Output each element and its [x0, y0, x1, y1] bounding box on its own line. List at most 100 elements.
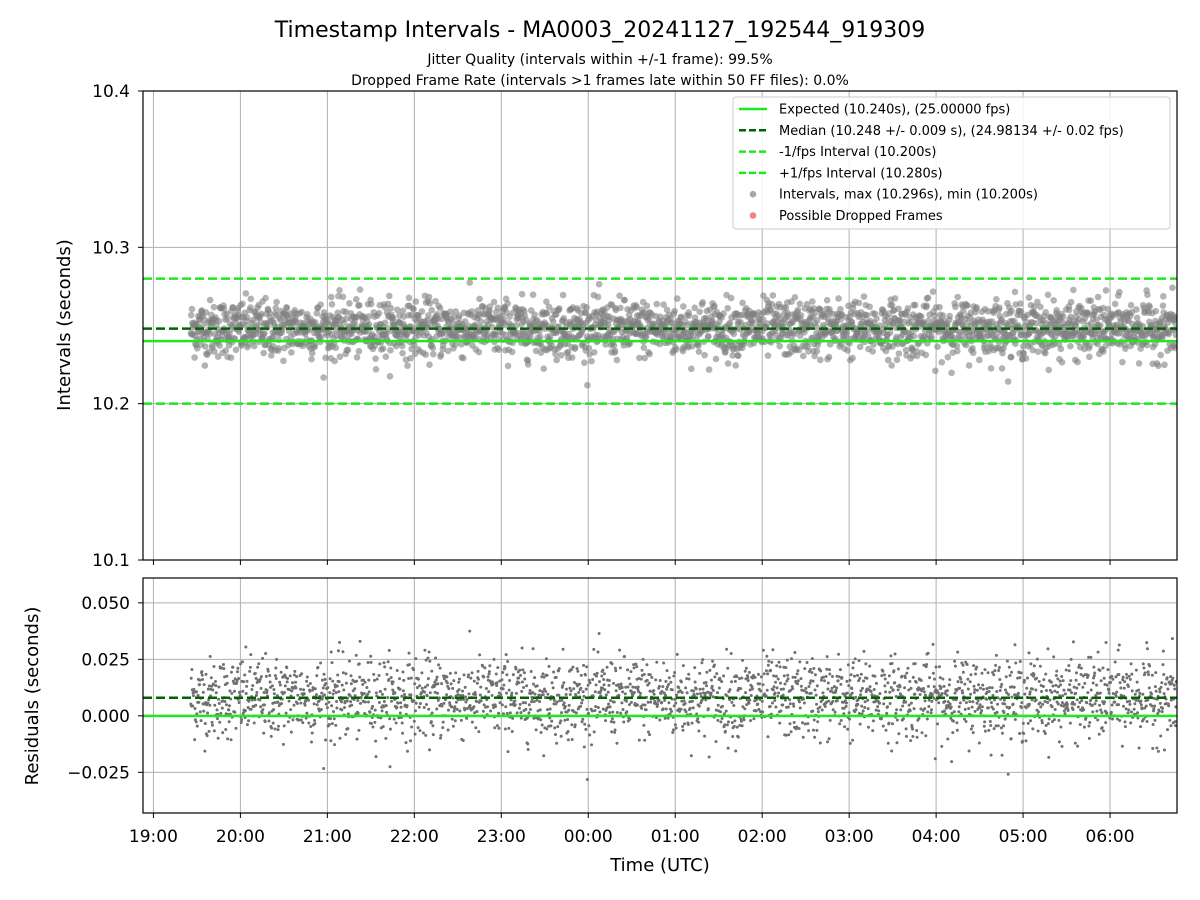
residual-point	[264, 652, 268, 656]
interval-point	[461, 318, 469, 325]
interval-point	[353, 353, 361, 361]
residual-point	[245, 679, 249, 683]
residual-point	[478, 693, 482, 697]
residual-point	[851, 661, 855, 665]
residual-point	[1022, 678, 1026, 682]
residual-point	[679, 707, 683, 711]
residual-point	[237, 700, 241, 704]
residual-point	[977, 683, 981, 687]
interval-point	[621, 296, 628, 304]
residual-point	[258, 677, 262, 681]
interval-point	[768, 300, 776, 308]
interval-point	[425, 293, 433, 301]
interval-point	[187, 311, 195, 319]
residual-point	[372, 678, 376, 682]
interval-point	[764, 352, 772, 359]
residual-point	[943, 691, 947, 695]
residual-point	[614, 689, 618, 693]
residual-point	[238, 690, 242, 694]
residual-point	[992, 727, 996, 731]
residual-point	[441, 720, 445, 724]
residual-point	[257, 662, 261, 666]
residual-point	[791, 687, 795, 691]
residual-point	[321, 686, 325, 690]
interval-point	[308, 349, 316, 357]
interval-point	[923, 302, 930, 309]
interval-point	[1172, 344, 1177, 352]
residual-point	[503, 727, 507, 731]
residual-point	[725, 723, 729, 727]
residual-point	[812, 667, 816, 671]
residual-point	[439, 736, 443, 740]
residual-point	[886, 741, 890, 745]
residual-point	[640, 668, 644, 672]
residual-point	[414, 701, 418, 705]
residual-point	[581, 690, 585, 694]
residual-point	[274, 666, 278, 670]
residual-point	[560, 711, 564, 715]
interval-point	[518, 290, 526, 298]
residual-point	[428, 659, 432, 663]
residual-point	[420, 686, 424, 690]
interval-point	[239, 300, 246, 308]
residual-point	[738, 723, 742, 727]
residual-point	[824, 700, 828, 704]
residual-point	[482, 675, 486, 679]
residual-point	[966, 687, 970, 691]
residual-point	[997, 666, 1001, 670]
residual-point	[695, 692, 699, 696]
residual-point	[496, 666, 500, 670]
interval-point	[288, 349, 295, 356]
residual-point	[1026, 721, 1030, 725]
residual-point	[563, 704, 567, 708]
interval-point	[1078, 304, 1085, 312]
residual-point	[838, 722, 842, 726]
residual-point	[371, 725, 375, 729]
residual-point	[967, 749, 971, 753]
interval-point	[336, 287, 343, 294]
residual-point	[450, 705, 454, 709]
residual-point	[949, 705, 953, 709]
residual-point	[749, 694, 753, 698]
interval-point	[429, 350, 437, 358]
residual-point	[693, 680, 697, 684]
residual-point	[521, 701, 525, 705]
residual-point	[946, 737, 950, 741]
residual-point	[813, 688, 817, 692]
interval-point	[557, 351, 565, 359]
residual-point	[242, 680, 246, 684]
residual-point	[487, 670, 491, 674]
residual-point	[278, 680, 282, 684]
residual-point	[1038, 664, 1042, 668]
residual-point	[831, 699, 835, 703]
interval-point	[1067, 342, 1074, 350]
residual-point	[336, 673, 340, 677]
residual-point	[585, 778, 589, 782]
residual-point	[391, 680, 395, 684]
residual-point	[446, 708, 450, 712]
residual-point	[807, 729, 811, 733]
residual-point	[412, 699, 416, 703]
residual-point	[1043, 731, 1047, 735]
interval-point	[922, 351, 930, 359]
residual-point	[830, 686, 834, 690]
residual-point	[482, 703, 486, 707]
residual-point	[315, 703, 319, 707]
interval-point	[891, 295, 899, 302]
residual-point	[828, 718, 832, 722]
residual-point	[835, 686, 839, 690]
residual-point	[955, 721, 959, 725]
interval-point	[860, 293, 868, 300]
interval-point	[663, 306, 671, 314]
residual-point	[624, 699, 628, 703]
residual-point	[574, 711, 578, 715]
residual-point	[225, 674, 229, 678]
interval-point	[998, 365, 1006, 372]
residual-point	[195, 724, 199, 728]
residual-point	[194, 720, 198, 724]
residual-point	[298, 687, 302, 691]
residual-point	[581, 717, 585, 721]
residual-point	[423, 648, 427, 652]
residual-point	[583, 722, 587, 726]
residual-point	[418, 729, 422, 733]
